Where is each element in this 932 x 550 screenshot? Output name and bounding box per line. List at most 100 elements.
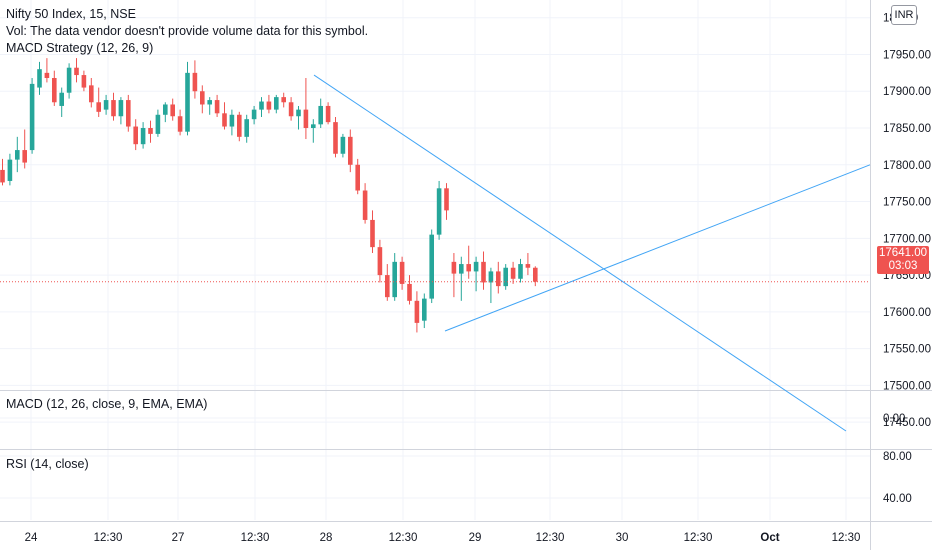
strategy-label[interactable]: MACD Strategy (12, 26, 9) (6, 41, 154, 55)
last-price-value: 17641.00 (879, 247, 927, 259)
candle-body (192, 72, 198, 92)
y-tick-label: 17750.00 (883, 197, 931, 209)
y-tick-label: 17500.00 (883, 380, 931, 392)
candle-body (488, 271, 494, 283)
candle-body (525, 264, 531, 268)
trendline-support (444, 164, 871, 332)
candle-body (311, 124, 316, 129)
candle-body (111, 100, 116, 117)
volume-note: Vol: The data vendor doesn't provide vol… (6, 24, 369, 38)
macd-tick-label: 0.00 (883, 413, 905, 425)
candle-body (348, 136, 353, 165)
candle-body (126, 100, 131, 127)
candle-body (148, 128, 153, 134)
candle-body (281, 97, 286, 103)
candle-body (244, 119, 249, 137)
candle-body (44, 72, 50, 79)
candle-body (459, 264, 464, 274)
candle-body (533, 267, 538, 282)
x-tick-label: 12:30 (94, 532, 123, 544)
y-tick-label: 17900.00 (883, 86, 931, 98)
candle-body (214, 100, 220, 114)
candle-body (222, 113, 227, 127)
y-tick-label: 17600.00 (883, 307, 931, 319)
candle-body (422, 298, 427, 321)
x-tick-label: 12:30 (536, 532, 565, 544)
candle-body (392, 261, 397, 298)
x-tick-label: 27 (172, 532, 185, 544)
candle-body (318, 105, 323, 125)
candle-body (59, 92, 64, 106)
x-tick-label: 30 (616, 532, 629, 544)
candle-body (96, 102, 101, 112)
candle-body (362, 190, 368, 220)
candle-body (163, 104, 168, 115)
candle-body (177, 116, 183, 132)
candle-body (451, 261, 457, 274)
candle-body (399, 261, 405, 284)
rsi-label[interactable]: RSI (14, close) (6, 457, 89, 471)
candle-body (444, 188, 449, 211)
candle-body (288, 102, 294, 117)
candle-body (377, 247, 383, 276)
candle-body (66, 67, 72, 93)
y-tick-label: 17800.00 (883, 160, 931, 172)
x-tick-label: 12:30 (389, 532, 418, 544)
candle-body (37, 69, 42, 88)
x-tick-label: 28 (320, 532, 333, 544)
symbol-title[interactable]: Nifty 50 Index, 15, NSE (6, 7, 136, 21)
trendline-resistance (313, 74, 847, 432)
x-tick-label: 12:30 (832, 532, 861, 544)
candle-body (15, 150, 20, 160)
candle-body (7, 159, 13, 181)
macd-label[interactable]: MACD (12, 26, close, 9, EMA, EMA) (6, 397, 208, 411)
candle-body (466, 264, 471, 272)
candle-body (385, 275, 390, 298)
candle-body (81, 75, 87, 88)
candle-body (414, 300, 420, 323)
candle-body (251, 109, 257, 120)
candle-body (303, 109, 309, 129)
candle-body (52, 78, 57, 103)
candle-body (22, 150, 27, 163)
candle-body (481, 261, 486, 283)
last-price-tag: 17641.00 03:03 (877, 246, 929, 274)
candle-body (140, 128, 146, 145)
candle-body (133, 126, 138, 145)
x-tick-label: 12:30 (684, 532, 713, 544)
x-tick-label: 29 (469, 532, 482, 544)
candle-body (429, 234, 434, 299)
candle-body (74, 67, 79, 76)
candle-body (89, 85, 94, 103)
candle-body (407, 283, 412, 301)
candle-body (185, 72, 190, 132)
candle-body (155, 114, 161, 134)
candle-body (259, 101, 264, 110)
candle-body (29, 83, 35, 151)
candle-body (436, 188, 442, 235)
candle-body (496, 271, 501, 287)
rsi-tick-label: 40.00 (883, 493, 912, 505)
candle-body (118, 100, 124, 117)
y-tick-label: 17950.00 (883, 49, 931, 61)
candle-body (503, 267, 508, 287)
candle-body (207, 100, 212, 105)
candle-body (355, 164, 360, 191)
candle-body (237, 114, 242, 137)
candle-body (0, 169, 5, 183)
rsi-tick-label: 80.00 (883, 451, 912, 463)
candle-body (510, 267, 516, 279)
y-tick-label: 17450.00 (883, 417, 931, 429)
candle-body (266, 101, 272, 110)
candle-body (333, 122, 338, 154)
candle-body (325, 105, 331, 123)
currency-unit-button[interactable]: INR (891, 5, 917, 25)
y-tick-label: 17850.00 (883, 123, 931, 135)
x-tick-label: 12:30 (241, 532, 270, 544)
candle-body (170, 104, 175, 117)
candle-body (473, 261, 479, 272)
candle-body (274, 97, 279, 110)
y-tick-label: 17550.00 (883, 344, 931, 356)
